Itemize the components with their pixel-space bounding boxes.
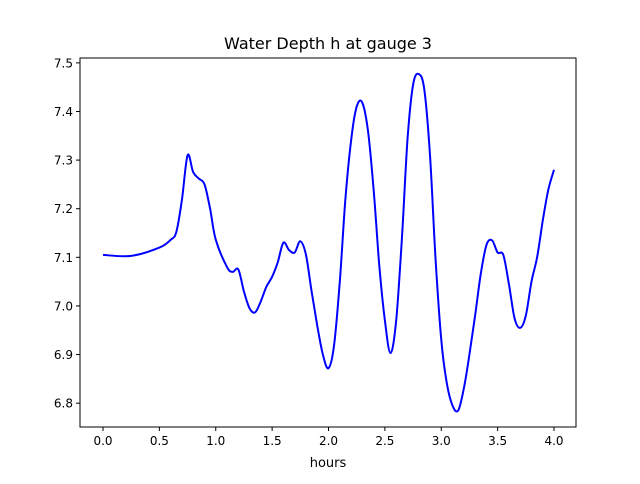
x-tick-label: 1.5: [263, 434, 282, 448]
y-tick-label: 6.8: [54, 397, 73, 411]
x-tick-label: 4.0: [544, 434, 563, 448]
y-tick-label: 7.4: [54, 105, 73, 119]
x-tick-label: 1.0: [206, 434, 225, 448]
axes-frame: [79, 57, 577, 428]
y-tick-label: 7.3: [54, 154, 73, 168]
x-tick-label: 3.0: [432, 434, 451, 448]
x-axis-label: hours: [310, 456, 347, 471]
y-tick-label: 7.0: [54, 299, 73, 313]
series-line-h: [102, 72, 555, 413]
y-tick-label: 7.1: [54, 251, 73, 265]
x-tick-label: 0.0: [93, 434, 112, 448]
y-tick-label: 7.5: [54, 56, 73, 70]
x-tick-label: 3.5: [488, 434, 507, 448]
x-tick-label: 2.5: [375, 434, 394, 448]
y-tick-label: 6.9: [54, 348, 73, 362]
chart-title: Water Depth h at gauge 3: [224, 34, 432, 53]
x-tick-label: 0.5: [150, 434, 169, 448]
x-tick-label: 2.0: [319, 434, 338, 448]
y-tick-label: 7.2: [54, 202, 73, 216]
